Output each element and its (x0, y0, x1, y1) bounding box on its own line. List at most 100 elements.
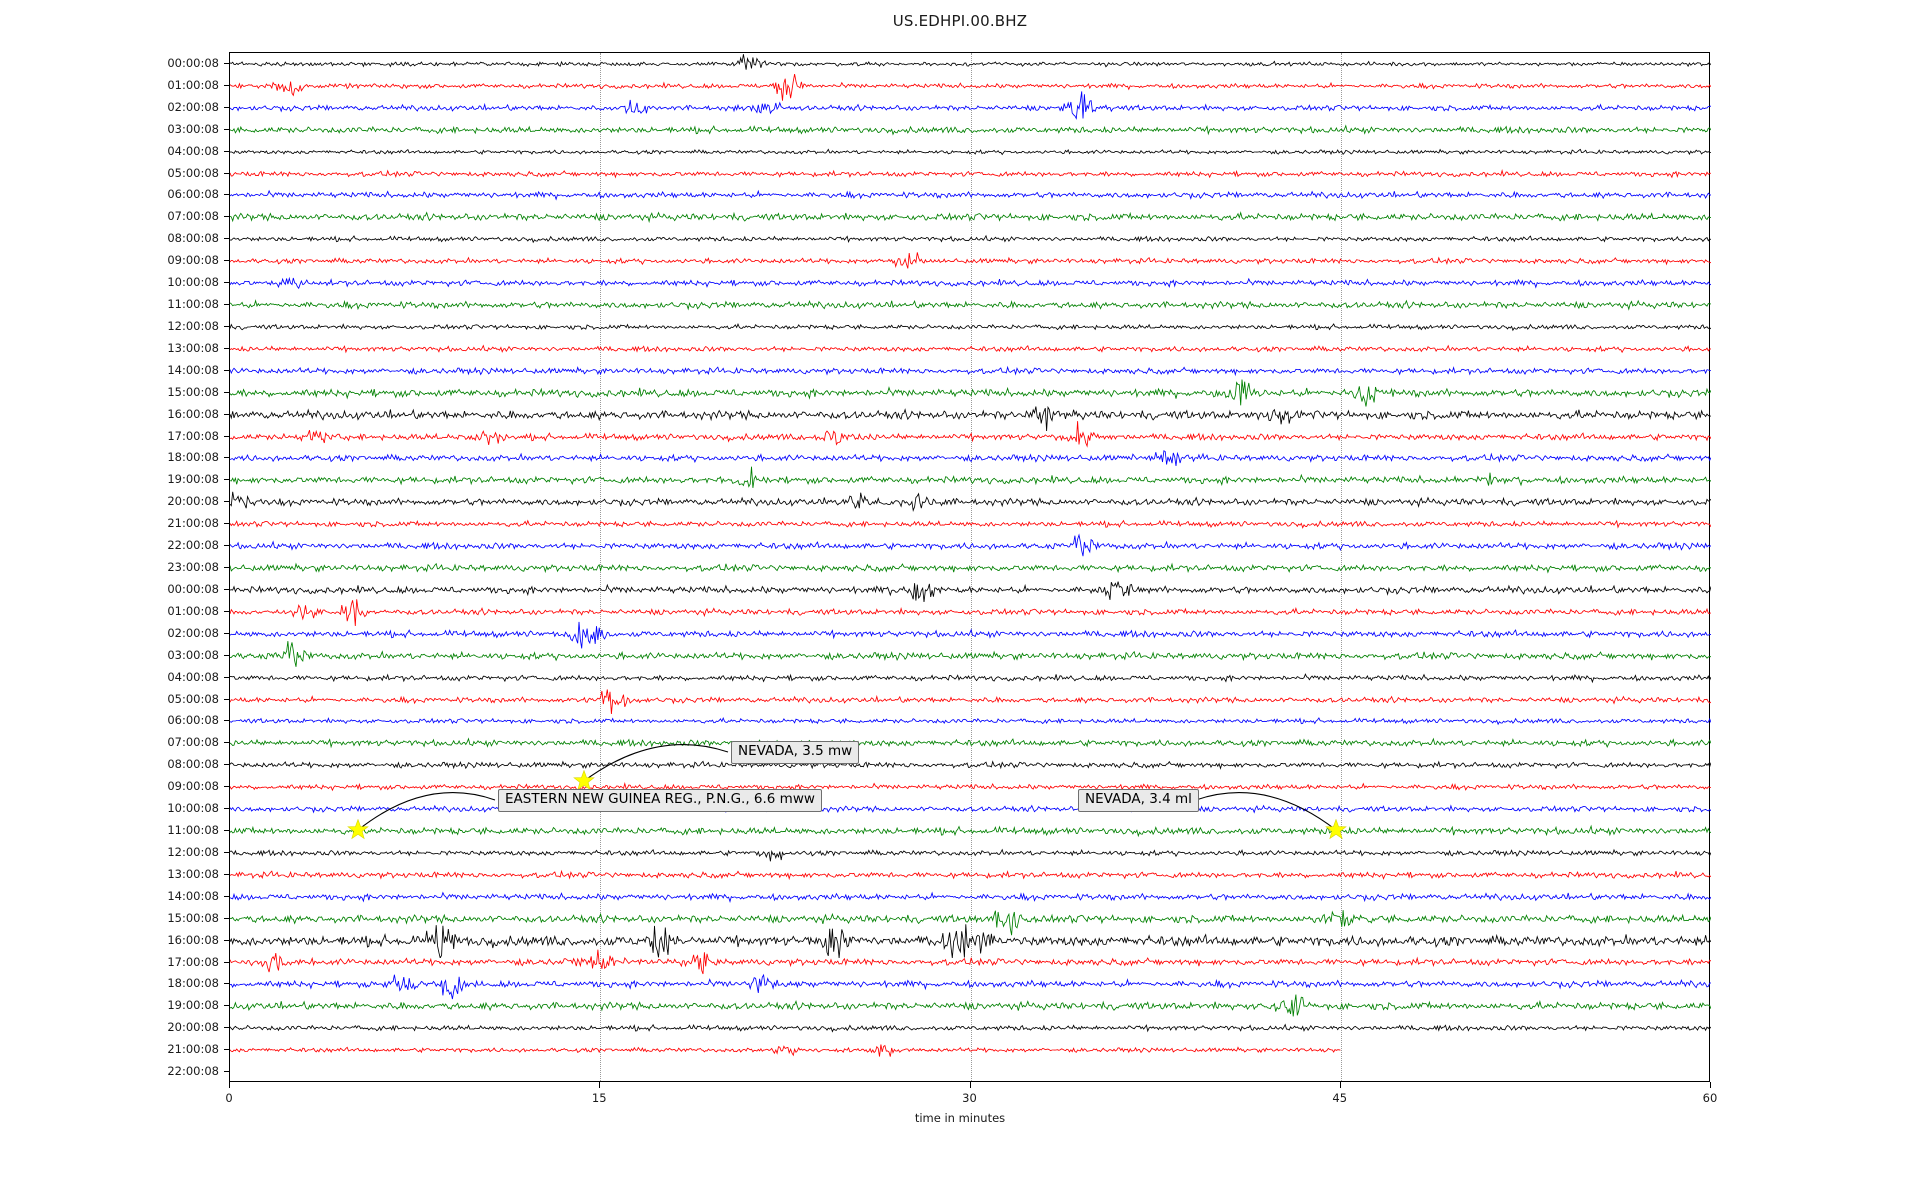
trace-row (230, 376, 1711, 410)
y-axis-tick (224, 325, 229, 327)
trace-row (230, 551, 1711, 585)
trace-row (230, 814, 1711, 848)
trace-row (230, 1011, 1711, 1045)
trace-row (230, 661, 1711, 695)
trace-row (230, 222, 1711, 256)
trace-row (230, 902, 1711, 936)
annotation-label-3[interactable]: NEVADA, 3.4 ml (1078, 789, 1199, 812)
trace-row (230, 967, 1711, 1001)
y-axis-label: 13:00:08 (167, 340, 219, 355)
x-axis-tick (1710, 1082, 1711, 1088)
trace-row (230, 639, 1711, 673)
y-axis-tick (224, 1005, 229, 1007)
y-axis-tick (224, 523, 229, 525)
y-axis-label: 06:00:08 (167, 713, 219, 728)
y-axis-tick (224, 654, 229, 656)
y-axis-tick (224, 545, 229, 547)
trace-row (230, 507, 1711, 541)
trace-row (230, 945, 1711, 979)
plot-area (229, 52, 1711, 1082)
y-axis-label: 20:00:08 (167, 494, 219, 509)
y-axis-tick (224, 610, 229, 612)
x-axis-tick-label: 15 (591, 1091, 607, 1105)
y-axis-label: 15:00:08 (167, 910, 219, 925)
y-axis-tick (224, 917, 229, 919)
y-axis-tick (224, 128, 229, 130)
y-axis-tick (224, 304, 229, 305)
trace-row (230, 529, 1711, 563)
y-axis-label: 03:00:08 (167, 121, 219, 136)
y-axis-label: 10:00:08 (167, 275, 219, 290)
trace-row (230, 485, 1711, 519)
annotation-label-1[interactable]: NEVADA, 3.5 mw (731, 741, 860, 764)
y-axis-tick (224, 588, 229, 590)
y-axis-label: 13:00:08 (167, 866, 219, 881)
y-axis-tick (224, 435, 229, 437)
y-axis-label: 20:00:08 (167, 1020, 219, 1035)
y-axis-tick (224, 347, 229, 349)
y-axis-tick (224, 260, 229, 262)
trace-row (230, 91, 1711, 125)
y-axis-tick (224, 391, 229, 393)
y-axis-label: 10:00:08 (167, 801, 219, 816)
x-axis-tick (229, 1082, 230, 1088)
y-axis-label: 11:00:08 (167, 297, 219, 311)
trace-row (230, 770, 1711, 804)
y-axis-label: 22:00:08 (167, 1064, 219, 1078)
annotation-label-2[interactable]: EASTERN NEW GUINEA REG., P.N.G., 6.6 mww (498, 789, 822, 812)
trace-row (230, 748, 1711, 782)
y-axis-label: 11:00:08 (167, 823, 219, 837)
y-axis-label: 05:00:08 (167, 165, 219, 180)
y-axis-tick (224, 501, 229, 503)
y-axis-label: 15:00:08 (167, 384, 219, 399)
x-axis-tick-label: 30 (962, 1091, 977, 1105)
gridline-45 (1340, 53, 1342, 1081)
y-axis-tick (224, 698, 229, 700)
y-axis-tick (224, 194, 229, 196)
y-axis-label: 09:00:08 (167, 779, 219, 794)
x-axis-title: time in minutes (914, 1111, 1006, 1125)
y-axis-tick (224, 939, 229, 941)
trace-row (230, 858, 1711, 892)
trace-row (230, 617, 1711, 651)
y-axis-label: 03:00:08 (167, 647, 219, 662)
trace-row (230, 836, 1711, 870)
gridline-15 (600, 53, 602, 1081)
y-axis-label: 01:00:08 (167, 603, 219, 618)
y-axis-label: 01:00:08 (167, 77, 219, 92)
gridline-30 (970, 53, 972, 1081)
y-axis-label: 17:00:08 (167, 954, 219, 969)
y-axis-label: 17:00:08 (167, 428, 219, 443)
y-axis-label: 04:00:08 (167, 669, 219, 684)
y-axis-label: 22:00:08 (167, 538, 219, 553)
y-axis-label: 00:00:08 (167, 56, 219, 70)
trace-row (230, 463, 1711, 497)
y-axis-label: 08:00:08 (167, 757, 219, 772)
y-axis-tick (224, 873, 229, 875)
trace-row (230, 880, 1711, 914)
y-axis-tick (224, 1049, 229, 1051)
x-axis-tick (1339, 1082, 1341, 1088)
y-axis-tick (224, 369, 229, 371)
y-axis-label: 14:00:08 (167, 888, 219, 903)
trace-row (230, 332, 1711, 366)
trace-row (230, 69, 1711, 103)
trace-row (230, 704, 1711, 738)
trace-row (230, 113, 1711, 147)
page-title: US.EDHPI.00.BHZ (892, 12, 1028, 30)
trace-row (230, 354, 1711, 388)
y-axis-label: 04:00:08 (167, 143, 219, 158)
trace-row (230, 1055, 1711, 1089)
trace-row (230, 288, 1711, 322)
x-axis-tick-label: 45 (1332, 1091, 1348, 1105)
y-axis-label: 19:00:08 (167, 472, 219, 487)
y-axis-tick (224, 808, 229, 810)
y-axis-tick (224, 457, 229, 459)
y-axis-label: 08:00:08 (167, 231, 219, 246)
y-axis-tick (224, 851, 229, 853)
y-axis-label: 16:00:08 (167, 406, 219, 421)
trace-row (230, 200, 1711, 234)
y-axis-label: 12:00:08 (167, 844, 219, 859)
trace-row (230, 244, 1711, 278)
